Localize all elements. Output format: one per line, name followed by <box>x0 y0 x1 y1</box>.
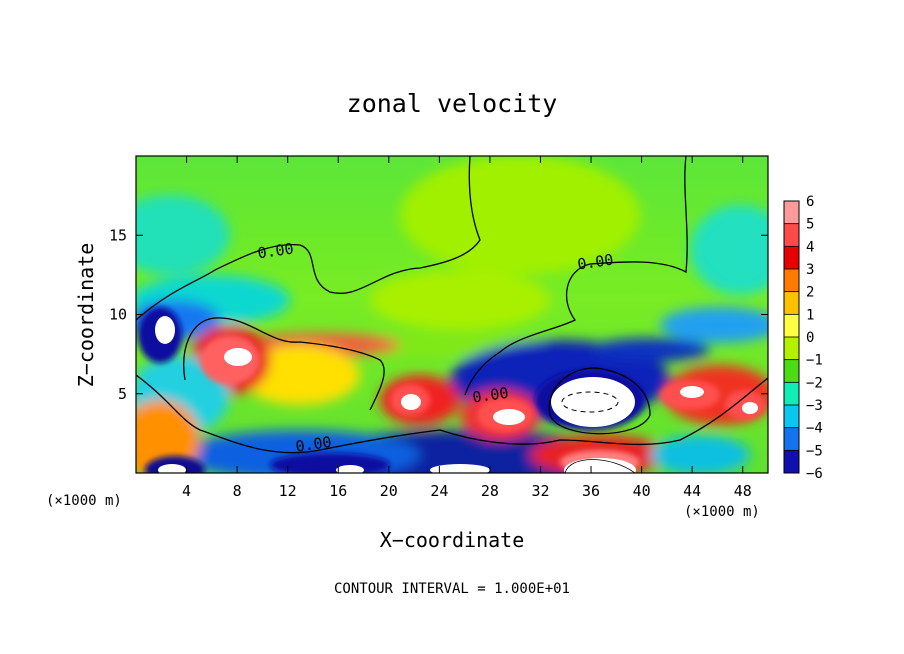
y-axis-ticks: 5 10 15 <box>109 226 768 403</box>
colorbar-label: −4 <box>806 421 823 437</box>
colorbar-swatch <box>784 382 799 405</box>
colorbar-swatch <box>784 269 799 292</box>
colorbar-label: 0 <box>806 330 814 346</box>
colorbar-label: −6 <box>806 466 823 482</box>
contour-label: 0.00 <box>471 384 509 407</box>
x-tick-label: 16 <box>329 482 347 500</box>
colorbar-label: 5 <box>806 217 814 233</box>
colorbar-swatch <box>784 291 799 315</box>
colorbar-swatch <box>784 201 799 224</box>
colorbar-swatch <box>784 405 799 428</box>
x-tick-label: 28 <box>481 482 499 500</box>
x-tick-label: 44 <box>683 482 701 500</box>
x-tick-label: 48 <box>734 482 752 500</box>
colorbar-swatch <box>784 450 799 473</box>
x-tick-label: 8 <box>233 482 242 500</box>
colorbar-swatch <box>784 359 799 383</box>
y-axis-label: Z−coordinate <box>74 243 98 388</box>
x-tick-label: 32 <box>531 482 549 500</box>
colorbar-swatch <box>784 337 799 360</box>
contour-label: 0.00 <box>294 433 332 456</box>
x-tick-label: 4 <box>182 482 191 500</box>
colorbar-label: 6 <box>806 194 814 210</box>
colorbar-label: 3 <box>806 262 814 278</box>
y-tick-label: 15 <box>109 226 127 244</box>
colorbar-label: −2 <box>806 375 823 391</box>
x-axis-ticks: 4 8 12 16 20 24 28 32 36 40 44 48 <box>182 156 752 500</box>
x-tick-label: 20 <box>380 482 398 500</box>
contour-label: 0.00 <box>576 251 614 274</box>
contour-interval-note: CONTOUR INTERVAL = 1.000E+01 <box>334 581 570 597</box>
chart-title: zonal velocity <box>347 89 558 118</box>
colorbar-label: −1 <box>806 353 823 369</box>
colorbar-label: −5 <box>806 443 823 459</box>
x-tick-label: 24 <box>430 482 448 500</box>
colorbar-swatch <box>784 223 799 247</box>
x-unit-left: (×1000 m) <box>46 493 122 509</box>
colorbar: 6 5 4 3 2 1 0 −1 −2 −3 −4 −5 −6 <box>783 194 823 482</box>
colorbar-label: 1 <box>806 307 814 323</box>
y-tick-label: 10 <box>109 306 127 324</box>
y-tick-label: 5 <box>118 385 127 403</box>
x-unit-right: (×1000 m) <box>684 504 760 520</box>
colorbar-swatch <box>784 427 799 451</box>
x-tick-label: 40 <box>633 482 651 500</box>
colorbar-label: −3 <box>806 398 823 414</box>
x-tick-label: 12 <box>279 482 297 500</box>
contour-label: 0.00 <box>256 239 294 262</box>
heatmap-field <box>136 156 768 473</box>
colorbar-swatch <box>784 246 799 269</box>
x-tick-label: 36 <box>582 482 600 500</box>
colorbar-label: 4 <box>806 239 814 255</box>
contour-labels: 0.00 0.00 0.00 0.00 <box>256 239 614 455</box>
colorbar-label: 2 <box>806 285 814 301</box>
colorbar-swatch <box>784 314 799 337</box>
x-axis-label: X−coordinate <box>380 528 525 552</box>
